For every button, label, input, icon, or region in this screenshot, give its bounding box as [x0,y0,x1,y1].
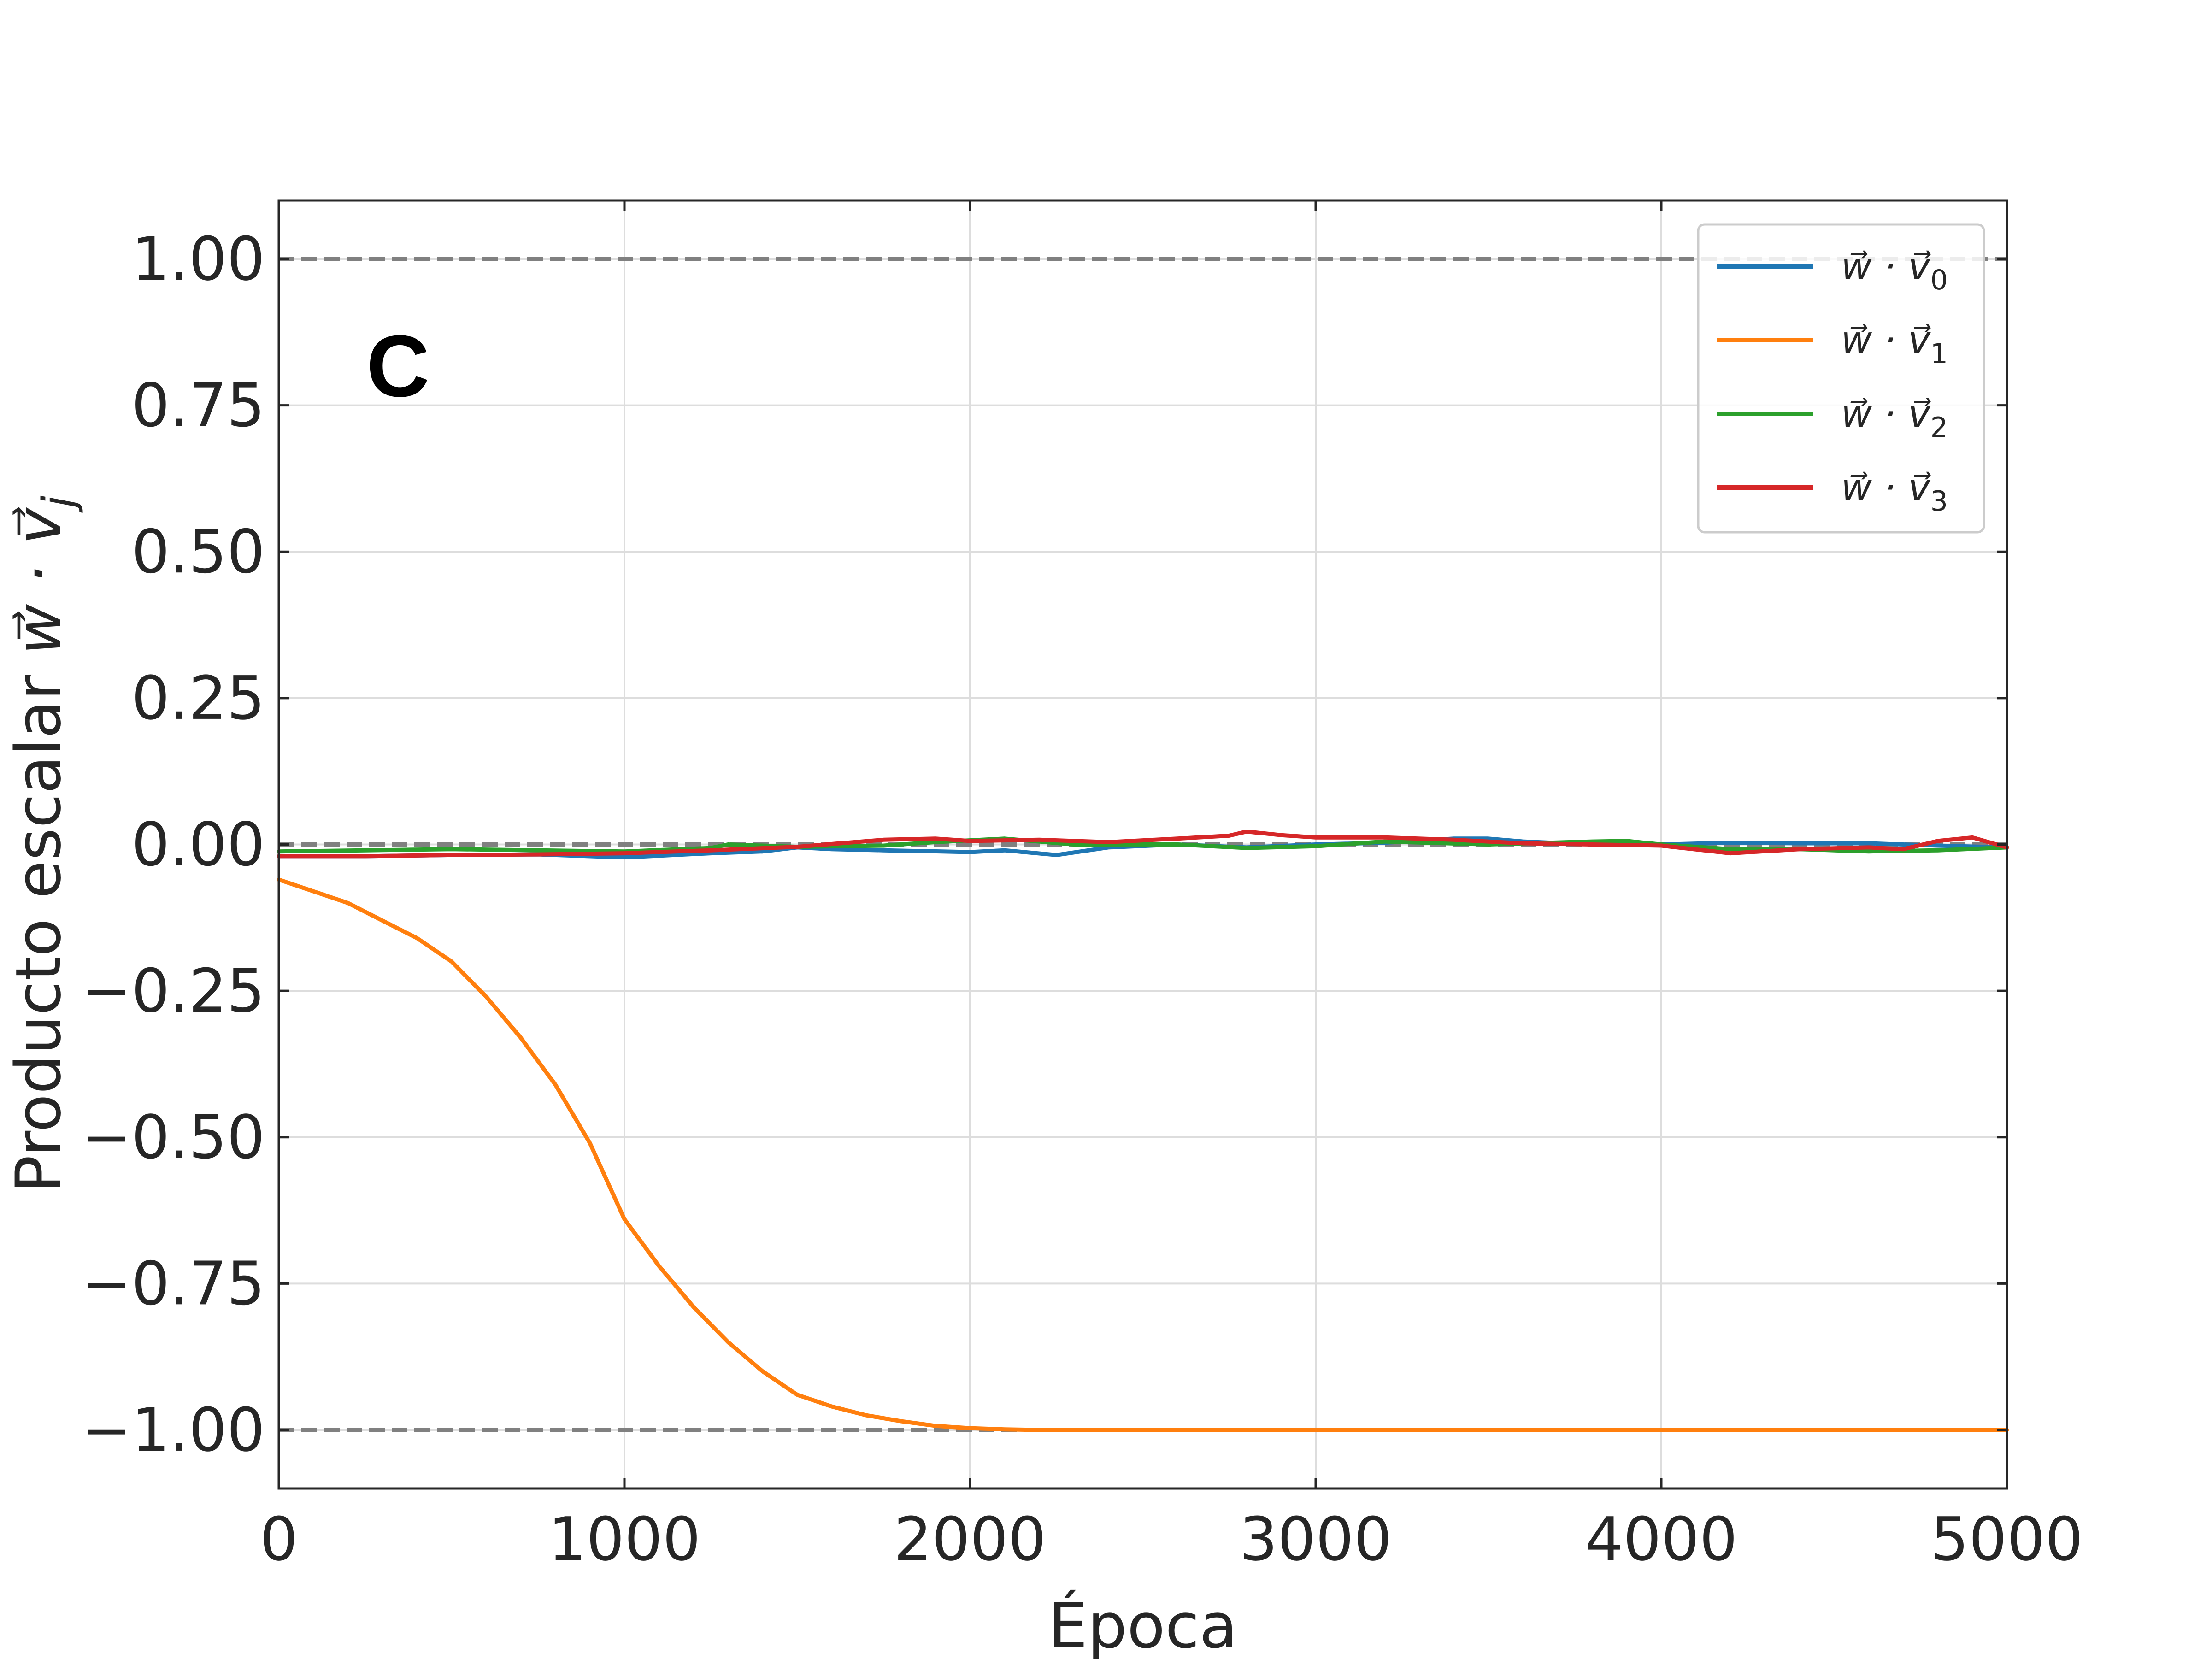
y-tick-label: −0.25 [82,956,265,1026]
x-axis-label: Época [1048,1589,1238,1659]
axis-tick-labels: 0 1000 2000 3000 4000 5000 1.00 0.75 0.50 0.25 0.0… [82,224,2083,1574]
x-tick-label: 3000 [1240,1504,1392,1574]
panel-label: C [366,318,429,415]
y-tick-label: −0.75 [82,1248,265,1318]
y-axis-label: Producto escalar w⃗ · v⃗j [2,495,84,1193]
y-tick-label: 1.00 [132,224,265,294]
legend-label-v1: w⃗ · v⃗1 [1841,318,1948,370]
legend-label-subscript: 0 [1930,264,1948,296]
y-axis-label-math: w⃗ · v⃗ [2,507,75,655]
x-tick-label: 1000 [548,1504,701,1574]
x-tick-label: 0 [260,1504,298,1574]
x-tick-label: 4000 [1585,1504,1738,1574]
legend-label-subscript: 3 [1930,485,1948,518]
x-tick-label: 5000 [1931,1504,2083,1574]
legend-label-v2: w⃗ · v⃗2 [1841,392,1948,444]
legend-label-v3: w⃗ · v⃗3 [1841,466,1948,518]
series-line-v1 [276,877,2009,1432]
series-line-v3 [276,830,2009,859]
legend: w⃗ · v⃗0w⃗ · v⃗1w⃗ · v⃗2w⃗ · v⃗3 [1697,223,1985,534]
x-tick-label: 2000 [894,1504,1047,1574]
series-lines [276,830,2009,1432]
y-axis-label-text: Producto escalar [2,655,75,1193]
y-tick-label: 0.50 [132,517,265,587]
legend-label-math: w⃗ · v⃗ [1841,392,1931,436]
legend-label-subscript: 1 [1930,338,1948,370]
legend-label-math: w⃗ · v⃗ [1841,245,1931,288]
axis-ticks [277,200,2008,1488]
y-tick-label: −1.00 [82,1395,265,1465]
y-tick-label: 0.25 [132,663,265,733]
legend-label-subscript: 2 [1930,412,1948,444]
y-tick-label: 0.75 [132,371,265,441]
legend-label-math: w⃗ · v⃗ [1841,318,1931,362]
legend-label-math: w⃗ · v⃗ [1841,466,1931,510]
y-tick-label: −0.50 [82,1102,265,1172]
legend-label-v0: w⃗ · v⃗0 [1841,245,1948,296]
y-tick-label: 0.00 [132,810,265,880]
legend-box [1697,223,1985,534]
